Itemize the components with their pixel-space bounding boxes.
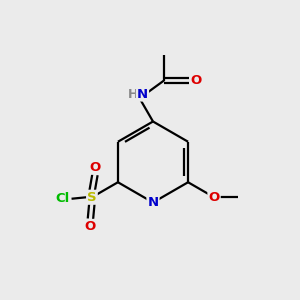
Text: O: O [208, 191, 220, 204]
Text: O: O [85, 220, 96, 233]
Text: H: H [128, 88, 138, 100]
Text: O: O [190, 74, 202, 87]
Text: Cl: Cl [56, 192, 70, 205]
Text: N: N [137, 88, 148, 100]
Text: N: N [147, 196, 159, 209]
Text: O: O [89, 161, 100, 174]
Text: S: S [87, 191, 97, 204]
